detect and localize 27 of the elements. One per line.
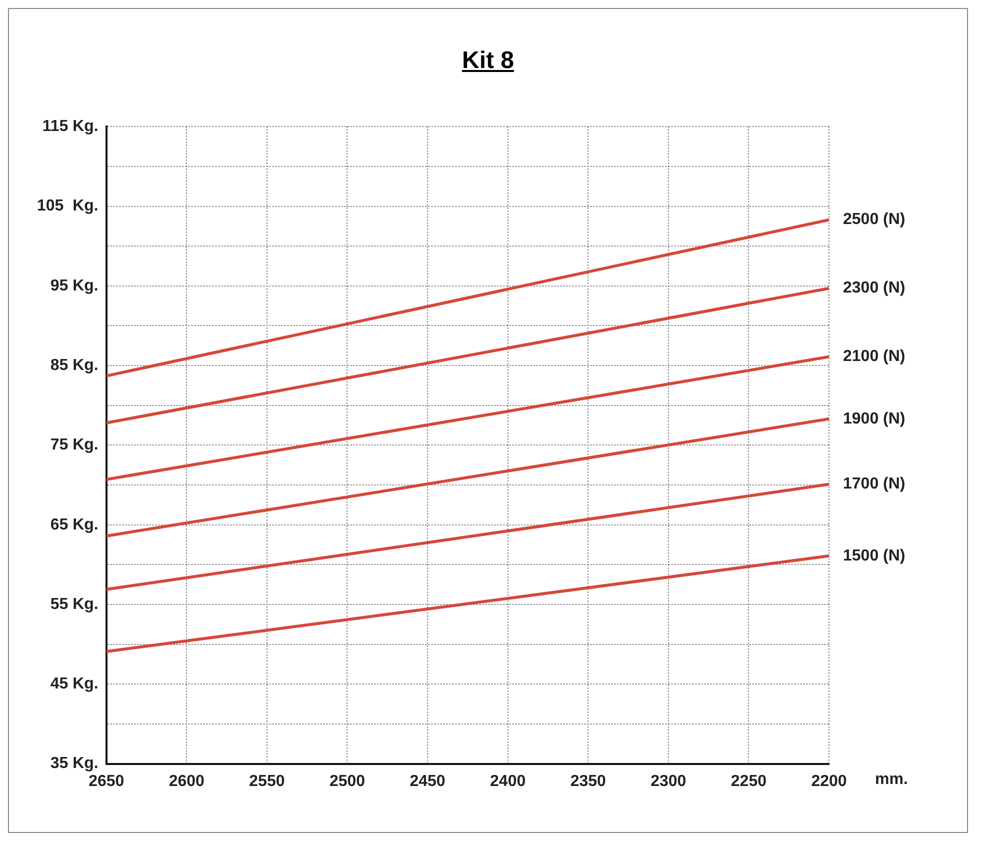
x-tick-label: 2200 xyxy=(811,772,847,790)
y-tick-label: 65 Kg. xyxy=(50,516,98,534)
series-label: 1900 (N) xyxy=(843,410,906,428)
x-tick-label: 2550 xyxy=(249,772,285,790)
series-label: 2300 (N) xyxy=(843,280,906,297)
y-tick-label: 45 Kg. xyxy=(50,676,98,693)
x-tick-label: 2600 xyxy=(168,772,205,790)
x-tick-label: 2350 xyxy=(570,772,606,790)
x-tick-label: 2650 xyxy=(88,772,124,790)
y-tick-label: 115 Kg. xyxy=(42,118,98,136)
x-axis-title: mm. xyxy=(875,771,908,788)
x-tick-label: 2250 xyxy=(730,772,767,790)
y-tick-label: 95 Kg. xyxy=(50,277,98,294)
series-label: 2100 (N) xyxy=(843,348,906,366)
y-tick-label: 55 Kg. xyxy=(50,596,98,613)
series-label: 2500 (N) xyxy=(843,211,906,228)
y-tick-label: 85 Kg. xyxy=(50,356,98,374)
series-label: 1500 (N) xyxy=(843,547,906,564)
x-tick-label: 2450 xyxy=(410,772,446,790)
series-label: 1700 (N) xyxy=(843,476,906,493)
chart-title: Kit 8 xyxy=(460,46,515,76)
x-tick-label: 2300 xyxy=(650,772,686,790)
y-tick-label: 75 Kg. xyxy=(50,436,98,454)
x-tick-label: 2500 xyxy=(329,772,366,790)
y-tick-label: 35 Kg. xyxy=(50,755,98,772)
y-tick-label: 105 Kg. xyxy=(37,198,98,215)
x-tick-label: 2400 xyxy=(490,772,526,790)
